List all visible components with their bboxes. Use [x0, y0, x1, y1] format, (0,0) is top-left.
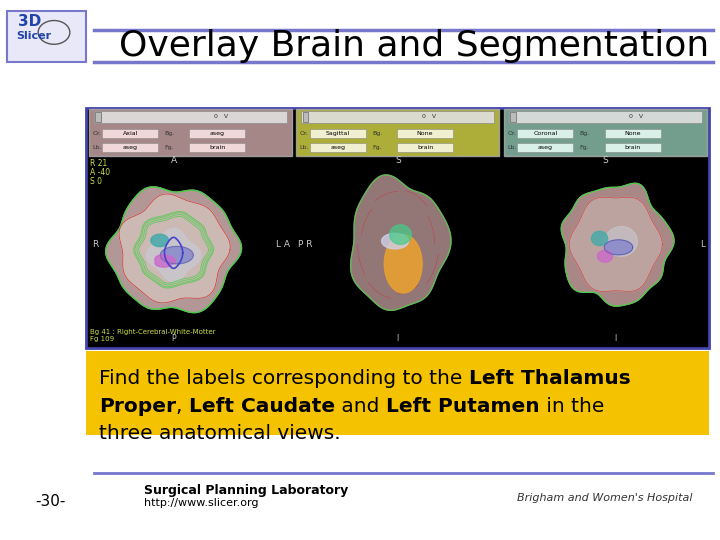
Polygon shape: [146, 228, 201, 282]
FancyBboxPatch shape: [189, 129, 246, 138]
Text: I: I: [397, 334, 399, 343]
Text: Bg.: Bg.: [164, 131, 175, 136]
FancyBboxPatch shape: [397, 129, 453, 138]
Text: Proper: Proper: [99, 396, 176, 416]
FancyBboxPatch shape: [86, 351, 709, 435]
Text: aseg: aseg: [330, 145, 346, 150]
Polygon shape: [150, 234, 168, 247]
Text: Left Putamen: Left Putamen: [386, 396, 540, 416]
Text: Bg.: Bg.: [372, 131, 382, 136]
FancyBboxPatch shape: [605, 129, 661, 138]
FancyBboxPatch shape: [189, 143, 246, 152]
Text: Coronal: Coronal: [534, 131, 557, 136]
Text: http://www.slicer.org: http://www.slicer.org: [144, 498, 258, 508]
Text: Fg.: Fg.: [580, 145, 590, 150]
Text: Sagittal: Sagittal: [326, 131, 350, 136]
Text: 0   V: 0 V: [629, 114, 644, 119]
Text: in the: in the: [540, 396, 604, 416]
Text: P R: P R: [297, 240, 312, 249]
Text: aseg: aseg: [210, 131, 225, 136]
Text: L A: L A: [276, 240, 290, 249]
Text: P: P: [171, 334, 176, 343]
FancyBboxPatch shape: [397, 143, 453, 152]
Text: brain: brain: [624, 145, 641, 150]
Text: A: A: [171, 156, 176, 165]
Polygon shape: [106, 187, 241, 313]
Text: I: I: [615, 334, 617, 343]
Text: Lb.: Lb.: [508, 145, 517, 150]
Text: -30-: -30-: [35, 494, 66, 509]
Polygon shape: [604, 240, 633, 255]
Text: S: S: [395, 156, 400, 165]
FancyBboxPatch shape: [510, 112, 516, 122]
Text: brain: brain: [417, 145, 433, 150]
Polygon shape: [119, 194, 230, 303]
Polygon shape: [161, 246, 193, 264]
Text: None: None: [624, 131, 641, 136]
Text: Left Thalamus: Left Thalamus: [469, 368, 631, 388]
Text: A -40: A -40: [90, 168, 110, 177]
Text: aseg: aseg: [123, 145, 138, 150]
Text: S 0: S 0: [90, 177, 102, 186]
Text: brain: brain: [210, 145, 225, 150]
Text: S: S: [603, 156, 608, 165]
Polygon shape: [155, 255, 175, 267]
Polygon shape: [570, 197, 662, 292]
Text: aseg: aseg: [538, 145, 553, 150]
Polygon shape: [351, 175, 451, 310]
Polygon shape: [562, 183, 674, 306]
Text: Brigham and Women's Hospital: Brigham and Women's Hospital: [517, 492, 693, 503]
Polygon shape: [605, 227, 637, 256]
Text: Or.: Or.: [92, 131, 101, 136]
Text: Fg 109: Fg 109: [90, 336, 114, 342]
FancyBboxPatch shape: [509, 111, 702, 123]
Text: 0   V: 0 V: [215, 114, 228, 119]
FancyBboxPatch shape: [301, 111, 495, 123]
FancyBboxPatch shape: [518, 143, 574, 152]
Text: three anatomical views.: three anatomical views.: [99, 423, 341, 443]
FancyBboxPatch shape: [102, 129, 158, 138]
Polygon shape: [384, 235, 422, 293]
Text: 0   V: 0 V: [422, 114, 436, 119]
Text: Left Caudate: Left Caudate: [189, 396, 336, 416]
FancyBboxPatch shape: [7, 11, 86, 62]
Text: Bg 41 : Right-Cerebral-White-Motter: Bg 41 : Right-Cerebral-White-Motter: [90, 329, 215, 335]
Text: Fg.: Fg.: [372, 145, 382, 150]
FancyBboxPatch shape: [605, 143, 661, 152]
FancyBboxPatch shape: [296, 109, 500, 156]
Text: and: and: [336, 396, 386, 416]
FancyBboxPatch shape: [95, 112, 101, 122]
Text: R: R: [92, 240, 99, 249]
Text: Or.: Or.: [300, 131, 309, 136]
Polygon shape: [382, 233, 409, 249]
FancyBboxPatch shape: [310, 129, 366, 138]
Text: Surgical Planning Laboratory: Surgical Planning Laboratory: [144, 484, 348, 497]
Text: Bg.: Bg.: [580, 131, 590, 136]
FancyBboxPatch shape: [94, 111, 287, 123]
Text: Fg.: Fg.: [164, 145, 174, 150]
Polygon shape: [592, 231, 608, 246]
FancyBboxPatch shape: [310, 143, 366, 152]
Polygon shape: [598, 251, 613, 262]
Text: Overlay Brain and Segmentation: Overlay Brain and Segmentation: [119, 30, 709, 63]
Text: None: None: [417, 131, 433, 136]
Text: Find the labels corresponding to the: Find the labels corresponding to the: [99, 368, 469, 388]
FancyBboxPatch shape: [302, 112, 308, 122]
Text: 3D: 3D: [18, 14, 41, 29]
Text: L: L: [701, 240, 706, 249]
Polygon shape: [390, 225, 411, 244]
Text: Or.: Or.: [508, 131, 516, 136]
Text: Lb.: Lb.: [92, 145, 102, 150]
Text: R 21: R 21: [90, 159, 107, 168]
Text: Lb.: Lb.: [300, 145, 310, 150]
Polygon shape: [351, 175, 451, 310]
FancyBboxPatch shape: [86, 108, 709, 348]
FancyBboxPatch shape: [89, 109, 292, 156]
Text: ,: ,: [176, 396, 189, 416]
Text: Axial: Axial: [122, 131, 138, 136]
FancyBboxPatch shape: [504, 109, 707, 156]
Text: Slicer: Slicer: [16, 31, 51, 42]
FancyBboxPatch shape: [102, 143, 158, 152]
FancyBboxPatch shape: [518, 129, 574, 138]
